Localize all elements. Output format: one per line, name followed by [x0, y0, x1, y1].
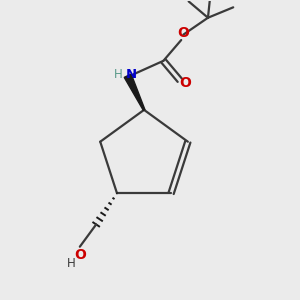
Text: H: H [114, 68, 123, 81]
Text: H: H [67, 256, 75, 270]
Text: O: O [178, 26, 190, 40]
Text: O: O [74, 248, 86, 262]
Polygon shape [124, 74, 145, 110]
Text: O: O [180, 76, 192, 90]
Text: N: N [126, 68, 137, 81]
